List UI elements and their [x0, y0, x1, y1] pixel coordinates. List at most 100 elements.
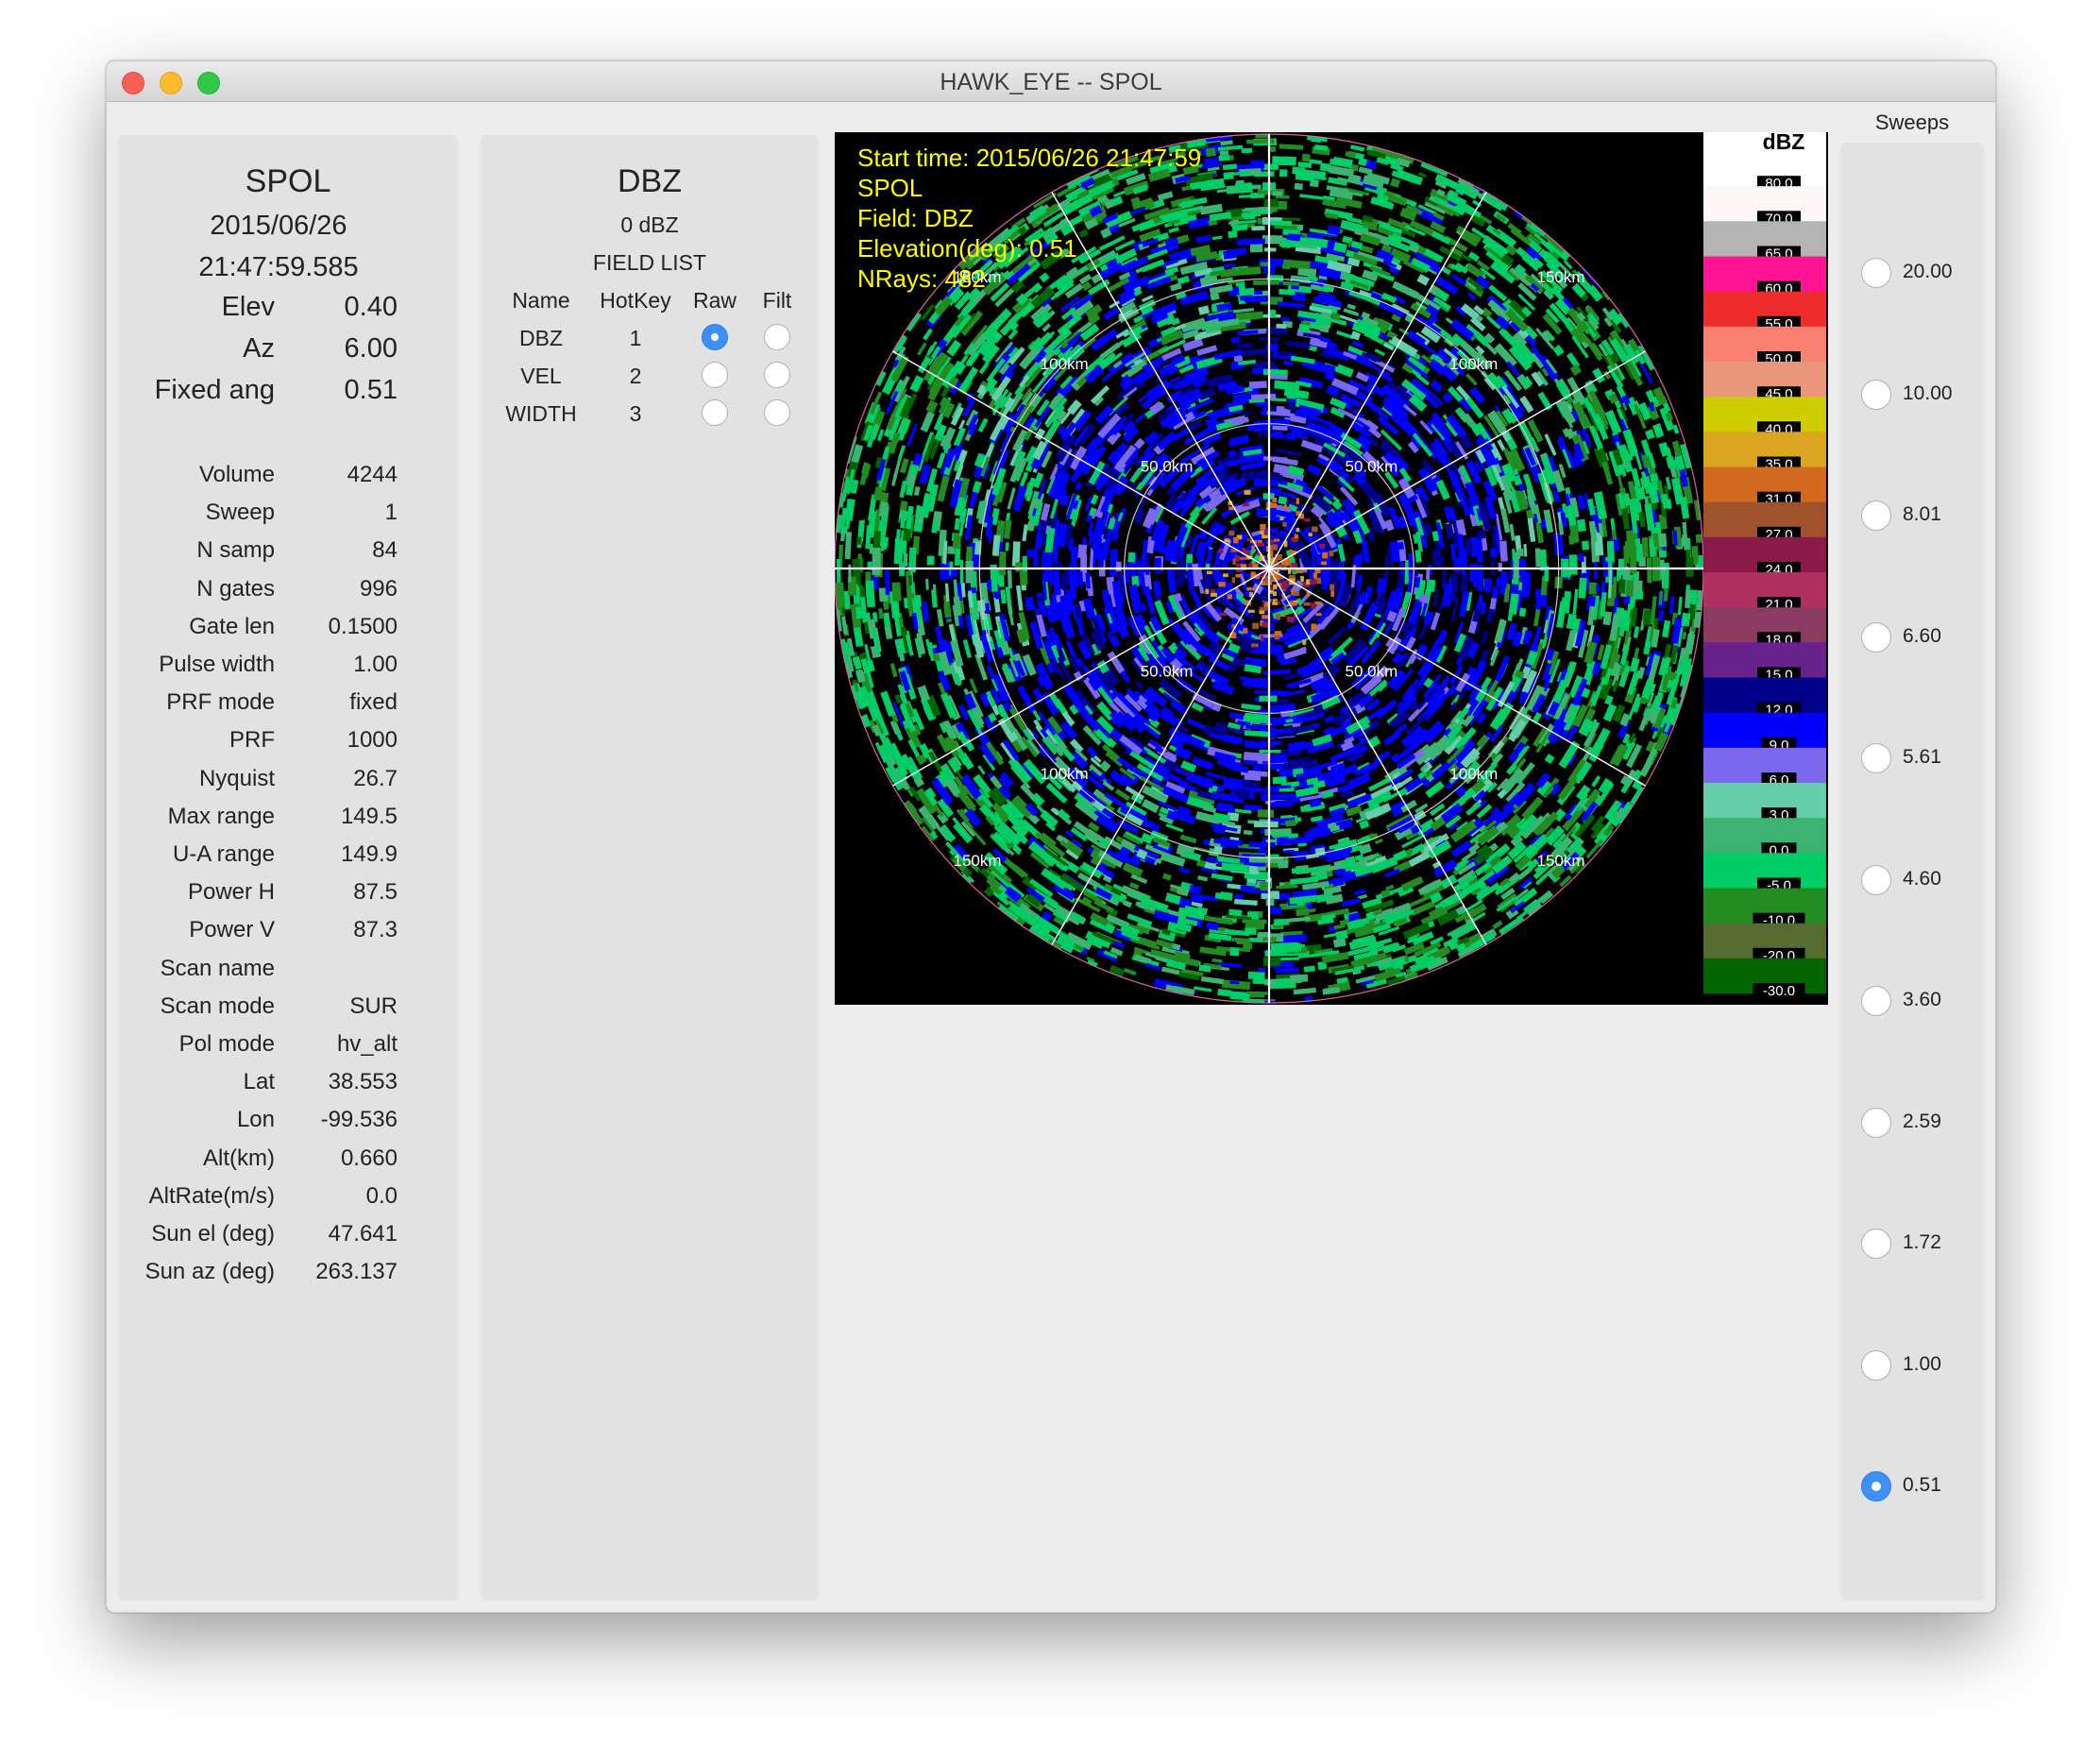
overlay-line: Start time: 2015/06/26 21:47:59 [857, 144, 1201, 172]
range-label-r100: 100km [1041, 355, 1089, 373]
field-title: DBZ [618, 163, 682, 199]
filt-radio-vel[interactable] [764, 362, 790, 388]
status-label: Lat [243, 1069, 275, 1095]
status-value: SUR [349, 992, 398, 1019]
status-time: 21:47:59.585 [198, 252, 359, 282]
sweep-label: 4.60 [1903, 867, 1941, 890]
field-hotkey: 3 [629, 401, 642, 426]
overlay-line: Elevation(deg): 0.51 [857, 234, 1077, 263]
status-label: Az [243, 333, 275, 364]
sweep-radio[interactable] [1861, 986, 1891, 1016]
ppi-display[interactable]: 50.0km 50.0km 50.0km 50.0km 100km 100km 100km 1… [835, 132, 1828, 1005]
status-label: Lon [236, 1107, 275, 1133]
field-value: 0 dBZ [620, 212, 679, 237]
sweep-radio[interactable] [1861, 864, 1891, 895]
status-label: Elev [221, 292, 275, 322]
status-row: U-A range 149.9 [118, 841, 458, 875]
overlay-line: NRays: 482 [857, 264, 986, 293]
status-row: Sun az (deg) 263.137 [118, 1259, 458, 1293]
status-label: Scan name [160, 955, 275, 981]
field-hotkey: 1 [629, 326, 642, 350]
status-value: 84 [372, 537, 398, 564]
status-value: 47.641 [328, 1221, 398, 1247]
filt-radio-dbz[interactable] [764, 324, 790, 350]
status-value: 87.3 [353, 917, 398, 943]
status-label: N samp [196, 537, 275, 564]
status-row: Elev 0.40 [118, 292, 458, 326]
status-value: 1 [384, 500, 398, 526]
radar-name: SPOL [245, 163, 331, 199]
field-header-name: Name [512, 288, 570, 313]
status-label: Sweep [205, 500, 275, 526]
field-header-filt: Filt [762, 288, 792, 313]
sweep-label: 1.00 [1903, 1352, 1941, 1375]
status-label: Alt(km) [203, 1145, 275, 1171]
field-header-raw: Raw [692, 288, 737, 313]
status-label: Power H [187, 879, 275, 906]
status-row: Volume 4244 [118, 462, 458, 496]
sweep-radio[interactable] [1861, 1471, 1891, 1501]
status-value: 87.5 [353, 879, 398, 906]
filt-radio-width[interactable] [764, 399, 790, 426]
status-row: Gate len 0.1500 [118, 614, 458, 648]
status-label: U-A range [172, 841, 275, 867]
overlay-line: Field: DBZ [857, 204, 974, 232]
sweep-radio[interactable] [1861, 1229, 1891, 1259]
sweep-label: 6.60 [1903, 624, 1941, 647]
sweep-label: 1.72 [1903, 1231, 1941, 1253]
status-value: 0.1500 [328, 613, 398, 639]
status-label: N gates [196, 575, 275, 602]
status-row: Nyquist 26.7 [118, 766, 458, 800]
status-row: PRF mode fixed [118, 689, 458, 723]
raw-radio-width[interactable] [702, 399, 728, 426]
sweep-radio[interactable] [1861, 1349, 1891, 1381]
sweep-label: 8.01 [1903, 503, 1941, 525]
status-date: 2015/06/26 [210, 211, 347, 241]
status-row: Power H 87.5 [118, 879, 458, 913]
sweep-radio[interactable] [1861, 258, 1891, 288]
status-value: 26.7 [353, 765, 398, 791]
status-row: N samp 84 [118, 537, 458, 571]
range-label-r150: 150km [953, 268, 1001, 286]
field-name: WIDTH [505, 401, 577, 426]
field-name: VEL [520, 364, 562, 388]
close-window-button[interactable] [122, 72, 144, 94]
range-label-r100: 100km [1449, 765, 1498, 783]
sweep-radio[interactable] [1861, 1107, 1891, 1138]
raw-radio-vel[interactable] [702, 362, 728, 388]
status-row: Fixed ang 0.51 [118, 375, 458, 409]
status-row: Lat 38.553 [118, 1069, 458, 1103]
range-labels: 50.0km 50.0km 50.0km 50.0km 100km 100km 100km 1… [953, 268, 1584, 870]
status-value: -99.536 [320, 1107, 398, 1133]
range-label-r150: 150km [1536, 852, 1584, 870]
status-row: N gates 996 [118, 576, 458, 610]
status-label: Max range [167, 803, 275, 829]
status-label: Scan mode [160, 992, 275, 1019]
status-value: 0.660 [340, 1145, 398, 1171]
azimuth-lines [835, 134, 1703, 1003]
field-header-hotkey: HotKey [600, 288, 671, 313]
status-value: 263.137 [315, 1259, 398, 1285]
sweep-radio[interactable] [1861, 500, 1891, 531]
ppi-plot[interactable]: 50.0km 50.0km 50.0km 50.0km 100km 100km 100km 1… [835, 132, 1828, 1005]
ppi-info-overlay: Start time: 2015/06/26 21:47:59SPOLField… [857, 144, 1201, 293]
sweep-label: 5.61 [1903, 746, 1941, 768]
status-row: Sweep 1 [118, 500, 458, 534]
status-value: 1.00 [353, 652, 398, 677]
zoom-window-button[interactable] [197, 72, 220, 94]
sweep-radio[interactable] [1861, 743, 1891, 773]
sweep-radio[interactable] [1861, 379, 1891, 410]
status-row: Alt(km) 0.660 [118, 1145, 458, 1179]
sweep-radio[interactable] [1861, 621, 1891, 653]
color-scale-title: dBZ [1763, 132, 1805, 154]
range-label-r50: 50.0km [1141, 458, 1194, 476]
status-value: 38.553 [328, 1069, 398, 1095]
status-label: PRF [229, 727, 275, 754]
sweep-label: 20.00 [1903, 261, 1953, 282]
title-bar: HAWK_EYE -- SPOL [107, 61, 1995, 102]
minimize-window-button[interactable] [160, 72, 182, 94]
sweep-label: 0.51 [1903, 1474, 1941, 1496]
raw-radio-dbz[interactable] [702, 324, 728, 350]
range-label-r50: 50.0km [1141, 662, 1194, 680]
overlay-line: SPOL [857, 174, 923, 202]
